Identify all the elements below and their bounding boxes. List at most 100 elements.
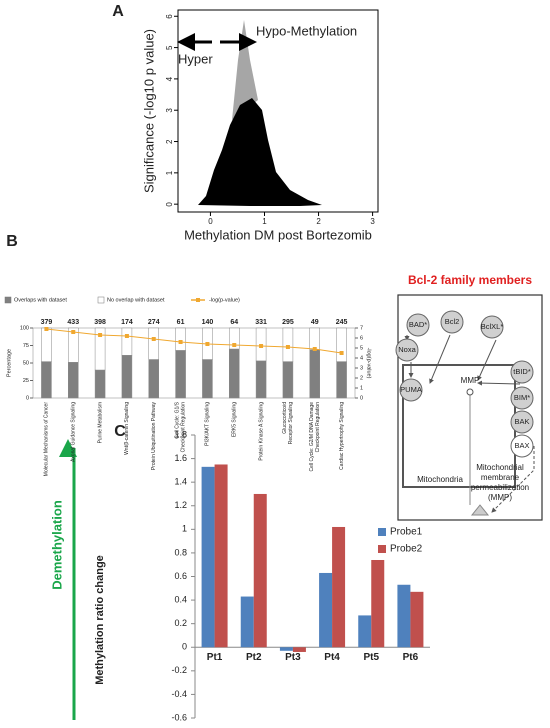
node-label: BclXL*	[481, 322, 504, 331]
legend-label: -log(p-value)	[209, 297, 240, 303]
x-tick-label: 0	[208, 217, 213, 226]
node	[399, 378, 423, 402]
y-tick-label: 1	[182, 524, 187, 534]
line-marker	[71, 330, 76, 334]
node	[440, 310, 464, 334]
y-tick-label: 0	[26, 395, 29, 401]
count-label: 331	[255, 319, 267, 326]
count-label: 61	[177, 319, 185, 326]
bar-segment	[336, 361, 347, 399]
count-label: 140	[202, 319, 214, 326]
diagram-title: Bcl-2 family members	[408, 273, 532, 287]
bar	[240, 596, 254, 648]
bar	[292, 647, 306, 652]
line-marker	[339, 351, 344, 355]
line-marker	[285, 345, 290, 349]
line-marker	[151, 337, 156, 341]
y2-axis-label: -log(p-value)	[366, 348, 372, 379]
node-label: PUMA	[400, 385, 422, 394]
x-tick-label: 1	[262, 217, 267, 226]
count-label: 274	[148, 319, 160, 326]
legend-label: Probe1	[390, 527, 423, 538]
plot-frame	[177, 9, 379, 213]
y2-tick-label: 2	[360, 375, 363, 381]
y-tick-label: -0.2	[171, 665, 187, 675]
y-axis-label: Percentage	[6, 349, 12, 377]
edge	[429, 334, 451, 384]
bar-segment	[148, 359, 159, 399]
node-label: MMP	[461, 376, 480, 385]
caption-line: permeabilization	[471, 483, 529, 492]
bar-segment	[41, 361, 52, 399]
y2-tick-label: 6	[360, 335, 363, 341]
node-label: Noxa	[398, 345, 416, 354]
edge	[477, 339, 497, 381]
y-tick-label: 25	[23, 378, 29, 384]
bar	[279, 647, 293, 651]
y2-tick-label: 5	[360, 345, 363, 351]
count-label: 433	[67, 319, 79, 326]
y-tick-label: 0.6	[174, 571, 187, 581]
bar-segment	[68, 362, 79, 399]
x-tick-label: Molecular Mechanisms of Cancer	[44, 402, 50, 477]
bar	[371, 559, 385, 648]
legend-swatch	[196, 298, 200, 302]
x-tick-label: Cardiac Hypertrophy Signaling	[339, 402, 345, 470]
y-tick-label: 1.6	[174, 453, 187, 463]
bar-segment	[229, 327, 240, 350]
node	[510, 386, 534, 410]
node-label: tBID*	[513, 367, 531, 376]
compartment-label: Mitochondria	[417, 475, 463, 484]
bar-segment	[175, 350, 186, 399]
edge-dashed	[491, 446, 535, 513]
bar-segment	[68, 327, 79, 363]
node-label: BIM*	[514, 393, 530, 402]
panel-label: B	[6, 233, 18, 250]
y-tick-label: 1.2	[174, 500, 187, 510]
bar-segment	[148, 327, 159, 360]
y-tick-label: 50	[23, 360, 29, 366]
bar	[253, 493, 267, 648]
y-tick-label: 75	[23, 343, 29, 349]
x-axis-label: Methylation DM post Bortezomib	[184, 227, 372, 242]
node	[466, 388, 474, 396]
panel-label: C	[114, 423, 126, 440]
count-label: 245	[336, 319, 348, 326]
bar-segment	[282, 327, 294, 362]
y-tick-label: 2	[165, 139, 174, 144]
node	[510, 434, 534, 458]
x-tick-label: Axonal Guidance Signaling	[71, 402, 77, 462]
y2-tick-label: 1	[360, 385, 363, 391]
bar-segment	[309, 349, 320, 399]
annotation: Hyper	[178, 51, 213, 66]
line-marker	[259, 344, 264, 348]
line-series	[46, 328, 342, 354]
x-tick-label: Pt1	[207, 652, 223, 663]
x-tick-label: Pt6	[403, 652, 419, 663]
x-tick-label: Pt4	[324, 652, 340, 663]
y-tick-label: 0.2	[174, 618, 187, 628]
x-tick-label: Cell Cycle: G1/SCheckpoint Regulation	[175, 401, 187, 452]
bar-segment	[175, 327, 186, 351]
count-label: 49	[311, 319, 319, 326]
bar	[358, 615, 372, 648]
y2-tick-label: 4	[360, 355, 363, 361]
bar	[214, 464, 228, 648]
x-tick-label: Pt3	[285, 652, 301, 663]
caption-line: Mitochondrial	[476, 463, 524, 472]
y2-tick-label: 7	[360, 325, 363, 331]
x-tick-label: Cell Cycle: G2/M DNA DamageCheckpoint Re…	[309, 402, 321, 472]
annotation: Hypo-Methylation	[256, 23, 357, 38]
line-marker	[312, 347, 317, 351]
node	[395, 338, 419, 362]
diagram-frame	[397, 294, 543, 521]
y-tick-label: -0.4	[171, 689, 187, 699]
x-tick-label: ERK5 Signaling	[232, 402, 238, 437]
y-tick-label: 1.8	[174, 429, 187, 439]
pore-icon	[470, 504, 490, 516]
line-marker	[44, 327, 49, 331]
annotation: Demethylation	[49, 500, 64, 590]
bar-segment	[94, 327, 106, 371]
